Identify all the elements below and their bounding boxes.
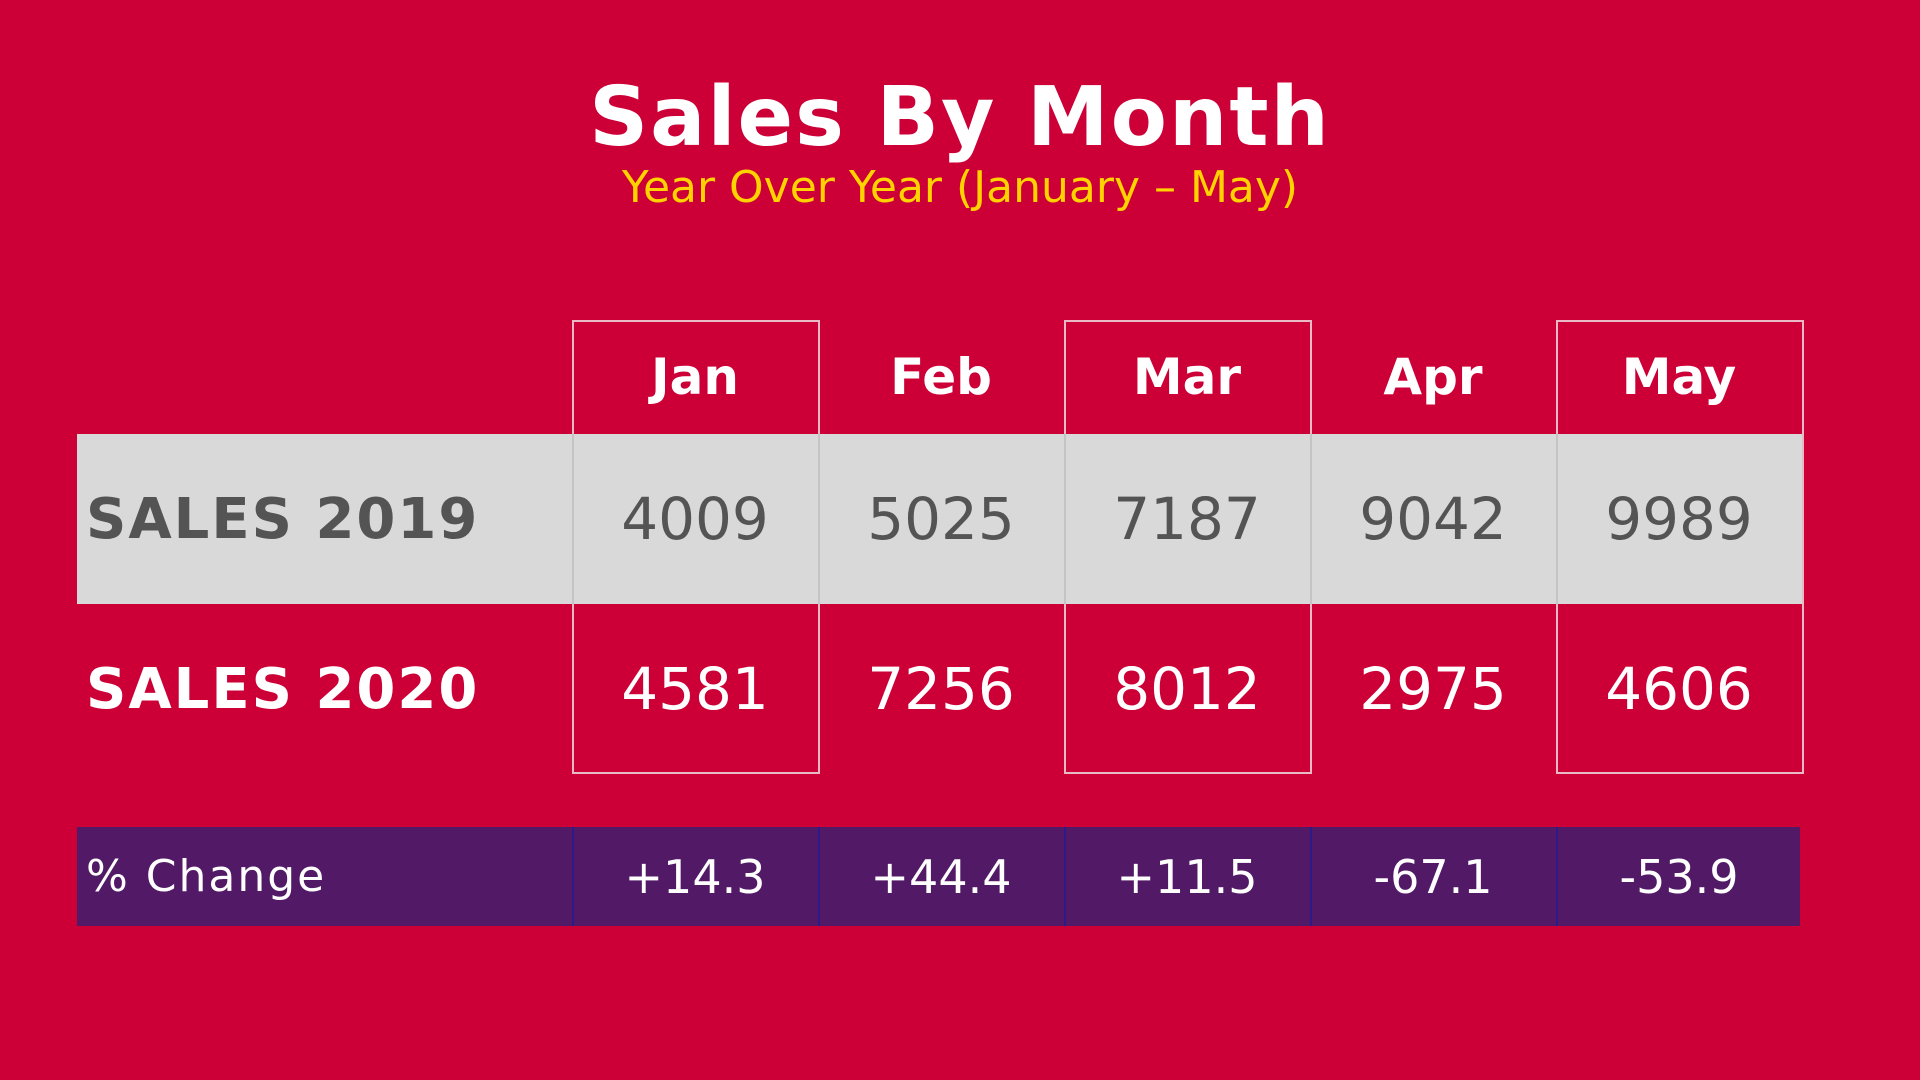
- percent-change-cell-mar: +11.5: [1116, 849, 1258, 904]
- sales-2020-cell-mar: 8012: [1113, 655, 1261, 723]
- sales-2019-cell-may: 9989: [1605, 485, 1753, 553]
- divider-2019: [1556, 434, 1558, 604]
- sales-2020-cell-feb: 7256: [867, 655, 1015, 723]
- percent-change-cell-jan: +14.3: [624, 849, 766, 904]
- column-header-mar: Mar: [1132, 348, 1242, 406]
- sales-2019-cell-feb: 5025: [867, 485, 1015, 553]
- sales-2020-cell-apr: 2975: [1359, 655, 1507, 723]
- sales-2019-cell-apr: 9042: [1359, 485, 1507, 553]
- percent-change-cell-feb: +44.4: [870, 849, 1012, 904]
- divider-change: [572, 827, 574, 926]
- sales-2019-band: [77, 434, 1803, 604]
- divider-2019: [1064, 434, 1066, 604]
- divider-2019: [572, 434, 574, 604]
- row-label-sales-2019: SALES 2019: [86, 486, 480, 552]
- chart-subtitle: Year Over Year (January – May): [621, 162, 1299, 213]
- sales-2019-cell-jan: 4009: [621, 485, 769, 553]
- percent-change-cell-may: -53.9: [1619, 849, 1739, 904]
- divider-change: [1556, 827, 1558, 926]
- percent-change-cell-apr: -67.1: [1373, 849, 1493, 904]
- divider-2019: [818, 434, 820, 604]
- row-label-sales-2020: SALES 2020: [86, 656, 480, 722]
- percent-change-band: [77, 827, 1800, 926]
- column-header-jan: Jan: [651, 348, 739, 406]
- column-header-may: May: [1621, 348, 1737, 406]
- row-label-percent-change: % Change: [86, 851, 327, 902]
- divider-change: [818, 827, 820, 926]
- divider-2019: [1310, 434, 1312, 604]
- divider-change: [1064, 827, 1066, 926]
- chart-title: Sales By Month: [589, 70, 1331, 165]
- sales-2020-cell-jan: 4581: [621, 655, 769, 723]
- divider-change: [1310, 827, 1312, 926]
- sales-2019-cell-mar: 7187: [1113, 485, 1261, 553]
- column-header-feb: Feb: [890, 348, 992, 406]
- sales-2020-cell-may: 4606: [1605, 655, 1753, 723]
- column-header-apr: Apr: [1383, 348, 1483, 406]
